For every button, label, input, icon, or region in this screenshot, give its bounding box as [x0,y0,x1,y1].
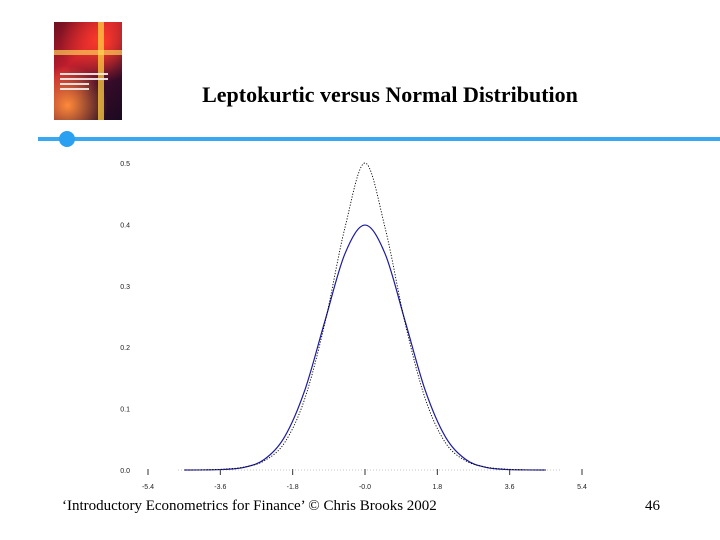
series-layer [178,162,562,471]
cover-stripe-horizontal [54,50,122,55]
footer-citation: ‘Introductory Econometrics for Finance’ … [62,498,437,514]
x-tick-label: -3.6 [214,484,226,491]
header-dot [59,131,75,147]
series-line-dotted [184,162,546,471]
x-tick-label: -0.0 [359,484,371,491]
cover-title-lines [60,70,108,93]
cover-stripe-vertical [98,22,104,120]
x-axis-ticks: -5.4 -3.6 -1.8 -0.0 1.8 3.6 5.4 [142,469,587,491]
x-tick-label: -5.4 [142,484,154,491]
book-cover-image [54,22,122,120]
y-tick-label: 0.4 [120,222,130,229]
y-tick-label: 0.0 [120,468,130,475]
y-tick-label: 0.2 [120,345,130,352]
y-tick-label: 0.5 [120,161,130,168]
x-tick-label: 3.6 [505,484,515,491]
series-line-solid [184,224,546,471]
y-tick-label: 0.1 [120,407,130,414]
header-rule [38,137,720,141]
page-number: 46 [645,498,660,514]
y-axis-ticks: 0.0 0.1 0.2 0.3 0.4 0.5 [120,161,130,475]
x-tick-label: 5.4 [577,484,587,491]
x-tick-label: 1.8 [432,484,442,491]
x-tick-label: -1.8 [287,484,299,491]
y-tick-label: 0.3 [120,284,130,291]
slide-title: Leptokurtic versus Normal Distribution [202,82,578,107]
